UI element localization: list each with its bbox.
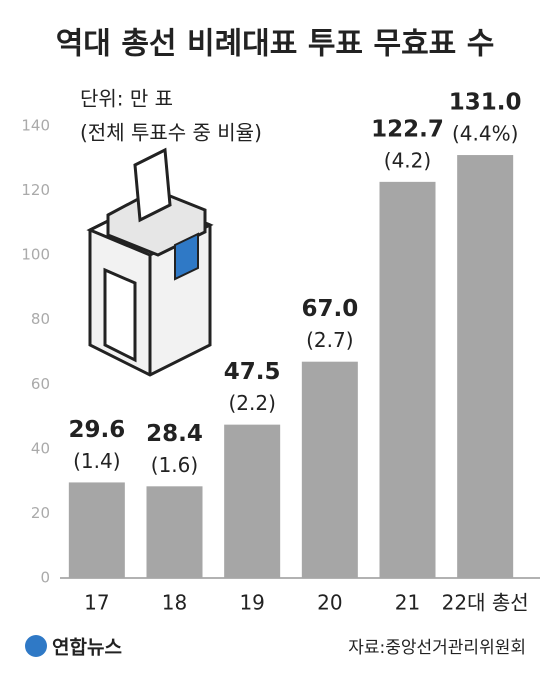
share-label: (2.7) (306, 328, 353, 352)
y-tick-label: 60 (31, 375, 50, 393)
share-label: (2.2) (228, 391, 275, 415)
y-tick-label: 0 (40, 569, 50, 587)
bar (301, 361, 358, 578)
share-label: (1.4) (73, 449, 120, 473)
value-label: 47.5 (224, 359, 281, 385)
x-tick-label: 18 (162, 591, 187, 615)
value-label: 122.7 (371, 116, 444, 142)
value-label: 28.4 (146, 421, 203, 447)
x-tick-label: 20 (317, 591, 342, 615)
x-tick-label: 17 (84, 591, 109, 615)
y-tick-label: 140 (21, 117, 50, 135)
ballot-box-illustration (86, 147, 214, 377)
share-label: (4.2) (384, 148, 431, 172)
x-tick-label: 21 (395, 591, 420, 615)
unit-label: 단위: 만 표 (80, 87, 173, 111)
value-label: 131.0 (449, 90, 522, 116)
bar (224, 424, 281, 578)
bar (457, 155, 514, 579)
y-tick-label: 120 (21, 181, 50, 199)
logo-icon (25, 635, 47, 657)
y-tick-label: 100 (21, 246, 50, 264)
share-label: (1.6) (151, 453, 198, 477)
x-tick-label: 22대 총선 (442, 591, 529, 615)
x-tick-label: 19 (239, 591, 264, 615)
share-legend: (전체 투표수 중 비율) (80, 121, 262, 145)
bar (379, 181, 436, 578)
y-tick-label: 20 (31, 504, 50, 522)
bar (146, 486, 203, 578)
source: 자료:중앙선거관리위원회 (348, 638, 526, 658)
value-label: 67.0 (301, 296, 358, 322)
share-label: (4.4%) (452, 122, 518, 146)
chart-title: 역대 총선 비례대표 투표 무효표 수 (56, 27, 495, 62)
value-label: 29.6 (68, 417, 125, 443)
bar (68, 482, 125, 578)
logo: 연합뉴스 (52, 637, 122, 659)
y-tick-label: 40 (31, 439, 50, 457)
y-tick-label: 80 (31, 310, 50, 328)
